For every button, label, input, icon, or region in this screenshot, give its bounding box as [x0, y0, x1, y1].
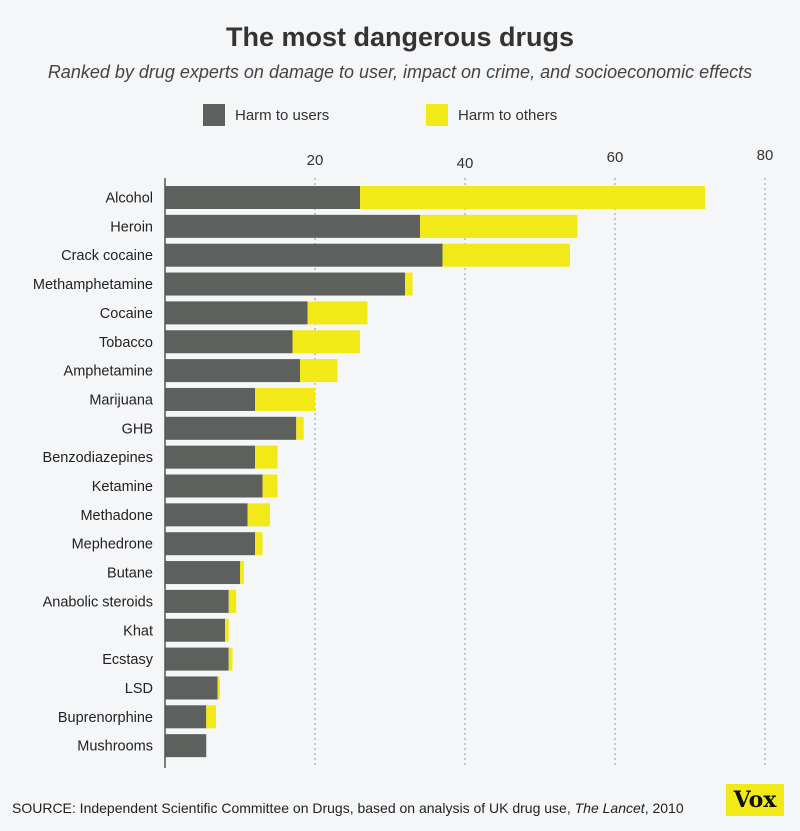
bar-harm-to-others [420, 214, 578, 238]
bar-harm-to-users [165, 618, 225, 642]
bar-harm-to-others [292, 330, 360, 354]
bar-harm-to-users [165, 705, 207, 729]
bar-harm-to-others [300, 359, 338, 383]
bar-harm-to-others [255, 532, 263, 556]
bar-harm-to-others [240, 561, 244, 585]
bar-harm-to-others [206, 705, 216, 729]
bar-harm-to-others [225, 618, 229, 642]
category-label: Tobacco [99, 335, 153, 351]
bar-harm-to-users [165, 301, 308, 325]
bar-harm-to-users [165, 186, 360, 209]
legend-swatch-others [426, 104, 448, 126]
bar-harm-to-users [165, 734, 207, 758]
bar-harm-to-users [165, 445, 255, 469]
chart-subtitle: Ranked by drug experts on damage to user… [47, 62, 753, 82]
x-tick-label: 40 [457, 155, 474, 172]
category-label: Anabolic steroids [43, 594, 153, 610]
chart-title: The most dangerous drugs [225, 22, 575, 52]
source-note: SOURCE: Independent Scientific Committee… [12, 800, 684, 816]
bar-harm-to-users [165, 676, 218, 700]
bar-harm-to-others [255, 445, 278, 469]
bar-harm-to-others [228, 589, 237, 613]
x-tick-label: 80 [757, 147, 774, 164]
category-label: Buprenorphine [58, 710, 153, 726]
legend-label-others: Harm to others [458, 106, 558, 124]
category-label: Crack cocaine [61, 248, 153, 264]
bar-harm-to-others [262, 474, 278, 498]
bar-harm-to-users [165, 416, 297, 440]
bar-harm-to-users [165, 359, 300, 383]
legend-item-users: Harm to users [203, 104, 329, 126]
x-tick-label: 60 [607, 149, 624, 166]
bar-harm-to-users [165, 474, 263, 498]
bar-harm-to-others [405, 272, 413, 296]
category-label: Butane [107, 566, 153, 582]
category-label: Heroin [110, 219, 153, 235]
bar-harm-to-users [165, 243, 443, 267]
category-label: Khat [123, 623, 153, 639]
bar-harm-to-users [165, 561, 240, 585]
category-label: Amphetamine [64, 364, 153, 380]
bar-harm-to-users [165, 647, 229, 671]
category-label: Benzodiazepines [43, 450, 153, 466]
category-label: GHB [122, 421, 153, 437]
category-label: Marijuana [89, 392, 154, 408]
bar-harm-to-users [165, 387, 255, 411]
category-label: Mushrooms [77, 739, 153, 755]
source-publication: The Lancet [574, 800, 645, 816]
category-label: LSD [125, 681, 153, 697]
bar-harm-to-others [442, 243, 570, 267]
category-label: Mephedrone [72, 537, 153, 553]
bar-harm-to-users [165, 532, 255, 556]
category-label: Alcohol [105, 191, 153, 207]
legend-label-users: Harm to users [235, 106, 330, 124]
category-label: Cocaine [100, 306, 153, 322]
bar-harm-to-others [217, 676, 220, 700]
legend-item-others: Harm to others [426, 104, 557, 126]
bar-harm-to-others [255, 387, 315, 411]
category-label: Methamphetamine [33, 277, 153, 293]
source-year: , 2010 [644, 800, 684, 816]
bar-harm-to-users [165, 330, 293, 354]
bar-harm-to-others [296, 416, 304, 440]
bar-harm-to-users [165, 503, 248, 527]
bar-harm-to-users [165, 214, 420, 238]
bar-harm-to-others [247, 503, 270, 527]
x-tick-label: 20 [307, 152, 324, 169]
category-label: Ecstasy [102, 652, 154, 668]
bar-harm-to-users [165, 272, 405, 296]
source-text: SOURCE: Independent Scientific Committee… [12, 800, 575, 816]
bar-harm-to-others [307, 301, 368, 325]
bar-harm-to-others [228, 647, 233, 671]
bar-harm-to-users [165, 589, 229, 613]
legend-swatch-users [203, 104, 225, 126]
vox-logo: Vox [726, 784, 784, 816]
bar-harm-to-others [360, 186, 705, 209]
category-label: Ketamine [92, 479, 153, 495]
category-label: Methadone [80, 508, 153, 524]
bar-chart: 20 40 60 80 Alcohol Heroin Crack cocaine Metham… [33, 147, 774, 768]
